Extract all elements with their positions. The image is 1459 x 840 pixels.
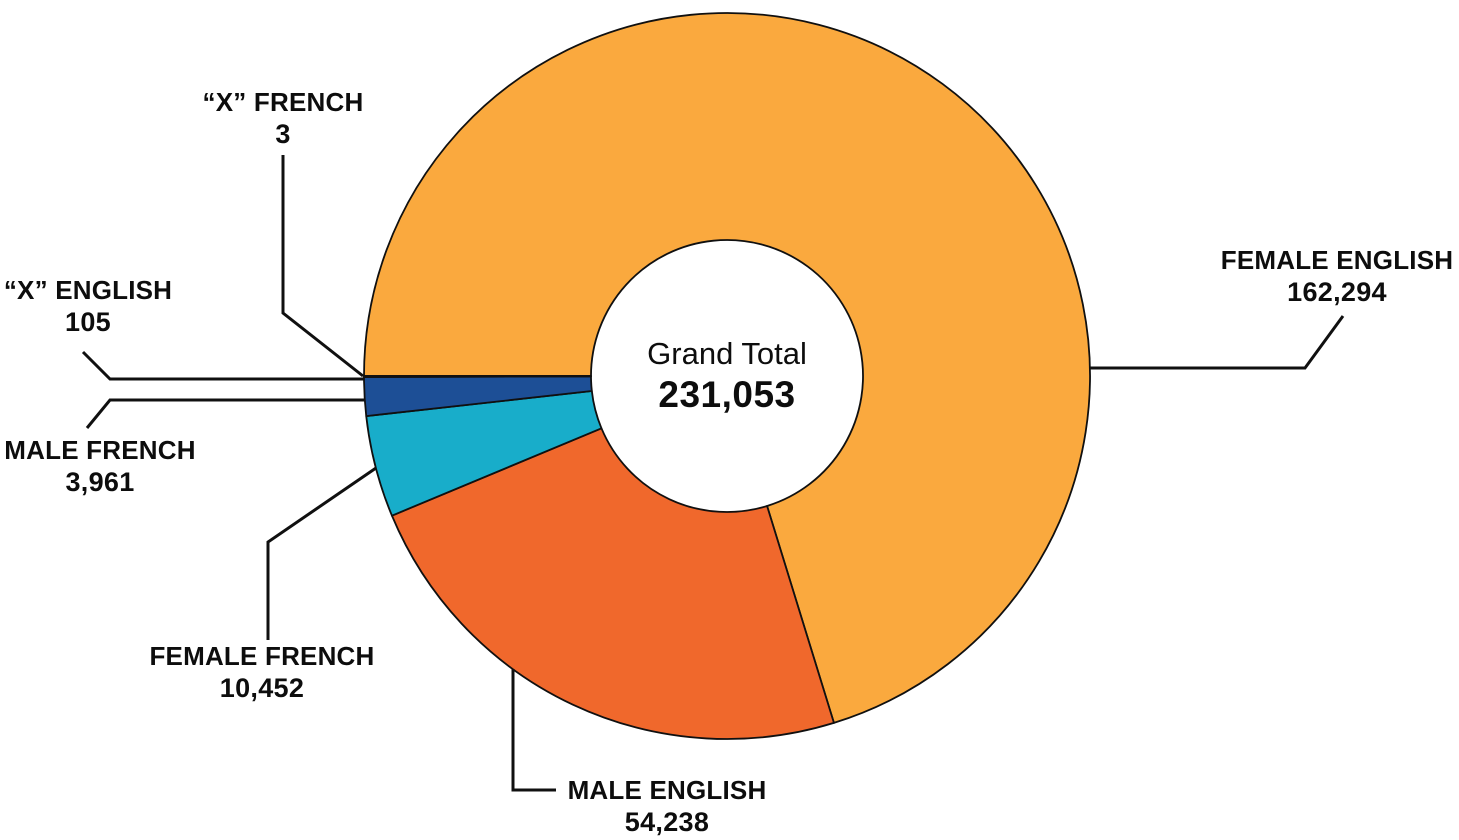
slice-label-text: MALE ENGLISH xyxy=(567,775,767,805)
label-male-english: MALE ENGLISH 54,238 xyxy=(568,776,767,837)
center-label: Grand Total 231,053 xyxy=(647,336,807,416)
slice-male-english xyxy=(391,427,835,740)
label-x-english: “X” ENGLISH 105 xyxy=(4,276,172,337)
slice-female-english xyxy=(363,12,1091,724)
grand-total-value: 231,053 xyxy=(658,373,796,415)
slice-value-text: 105 xyxy=(65,306,111,337)
slice-value-text: 3,961 xyxy=(65,466,135,497)
slice-value-text: 3 xyxy=(275,118,291,149)
label-male-french: MALE FRENCH 3,961 xyxy=(4,436,195,497)
slice-value-text: 162,294 xyxy=(1287,276,1387,307)
slice-label-text: “X” ENGLISH xyxy=(3,275,173,305)
label-female-english: FEMALE ENGLISH 162,294 xyxy=(1221,246,1453,307)
leader-line-x-french xyxy=(281,155,364,378)
slice-label-text: MALE FRENCH xyxy=(4,435,196,465)
leader-lines xyxy=(81,155,1345,792)
grand-total-title: Grand Total xyxy=(647,335,807,371)
slice-value-text: 54,238 xyxy=(624,806,710,837)
leader-line-female-english xyxy=(1090,315,1345,370)
label-x-french: “X” FRENCH 3 xyxy=(203,88,364,149)
label-female-french: FEMALE FRENCH 10,452 xyxy=(149,642,374,703)
donut-slices xyxy=(363,12,1091,740)
slice-label-text: FEMALE ENGLISH xyxy=(1220,245,1454,275)
leader-line-male-english xyxy=(511,669,556,792)
leader-line-male-french xyxy=(85,398,365,429)
slice-label-text: “X” FRENCH xyxy=(202,87,364,117)
slice-value-text: 10,452 xyxy=(219,672,305,703)
leader-line-x-english xyxy=(81,350,364,381)
leader-line-female-french xyxy=(266,466,377,640)
slice-label-text: FEMALE FRENCH xyxy=(149,641,375,671)
